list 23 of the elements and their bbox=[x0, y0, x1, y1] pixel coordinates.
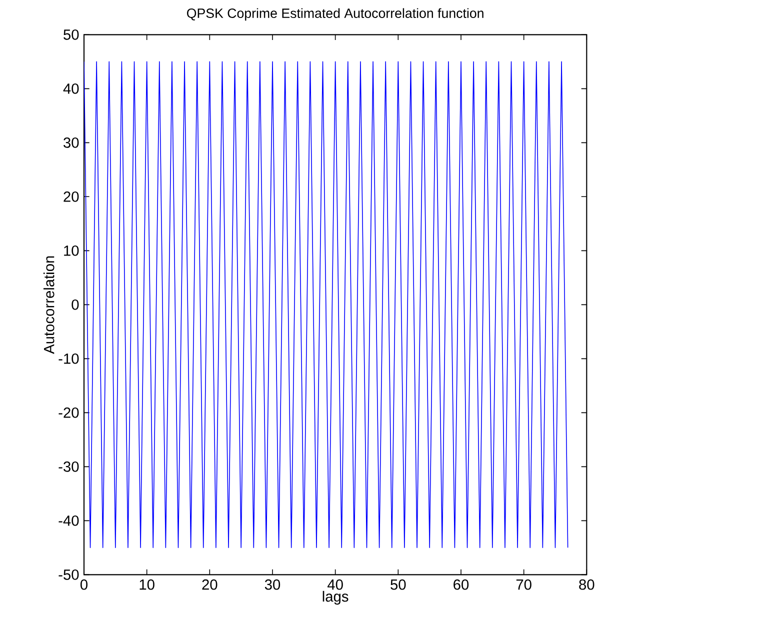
x-tick-label: 30 bbox=[264, 579, 280, 590]
x-tick-label: 60 bbox=[454, 579, 469, 590]
y-tick-label: 40 bbox=[63, 83, 79, 94]
y-tick-label: 30 bbox=[64, 137, 79, 148]
x-tick-label: 40 bbox=[328, 579, 343, 590]
x-tick-label: 70 bbox=[516, 579, 532, 590]
y-tick-label: -10 bbox=[58, 353, 79, 364]
x-axis-title: lags bbox=[322, 590, 348, 605]
y-tick-label: 50 bbox=[64, 29, 79, 40]
x-tick-label: 10 bbox=[140, 579, 154, 590]
y-tick-label: 20 bbox=[64, 191, 79, 202]
x-tick-label: 0 bbox=[80, 579, 88, 590]
y-axis-title: Autocorrelation bbox=[44, 256, 54, 354]
y-tick-label: -40 bbox=[58, 515, 79, 526]
x-tick-label: 50 bbox=[390, 579, 406, 590]
y-tick-label: -50 bbox=[58, 569, 79, 580]
x-tick-label: 20 bbox=[202, 579, 218, 590]
chart-title: QPSK Coprime Estimated Autocorrelation function bbox=[186, 8, 484, 21]
y-tick-label: 10 bbox=[64, 245, 79, 256]
y-tick-label: -20 bbox=[58, 407, 79, 418]
y-tick-label: -30 bbox=[58, 461, 79, 472]
x-tick-label: 80 bbox=[579, 579, 594, 590]
y-tick-label: 0 bbox=[72, 299, 79, 310]
